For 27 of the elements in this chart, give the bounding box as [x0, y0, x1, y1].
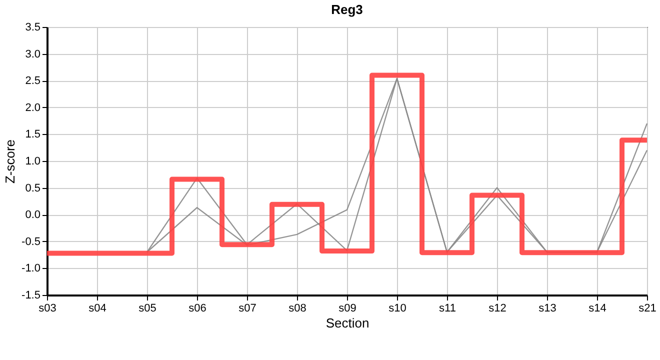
x-tick-label: s08 [288, 302, 306, 314]
x-tick-label: s04 [88, 302, 106, 314]
x-tick-label: s03 [38, 302, 56, 314]
y-axis-title: Z-score [2, 139, 18, 184]
y-tick-label: 2.5 [25, 75, 40, 88]
y-tick-label: 3.5 [25, 22, 40, 34]
x-tick-label: s14 [588, 302, 606, 314]
x-tick-label: s07 [238, 302, 256, 314]
y-tick-label: 3.0 [25, 48, 40, 60]
x-tick-label: s21 [638, 302, 656, 314]
y-tick-label: 1.0 [25, 156, 40, 168]
x-axis-title: Section [326, 316, 370, 330]
x-tick-label: s09 [338, 302, 356, 314]
y-tick-label: 0.0 [25, 209, 40, 222]
y-tick-label: -0.5 [22, 236, 40, 248]
y-tick-label: 2.0 [25, 102, 40, 114]
y-tick-label: -1.5 [22, 290, 40, 302]
y-tick-label: 0.5 [25, 182, 40, 194]
x-tick-label: s12 [488, 302, 506, 314]
x-tick-label: s13 [538, 302, 556, 314]
y-tick-label: 1.5 [25, 128, 40, 141]
x-tick-label: s05 [138, 302, 156, 314]
chart-title: Reg3 [331, 2, 363, 17]
x-tick-label: s11 [439, 302, 456, 314]
y-tick-label: -1.0 [22, 262, 40, 275]
x-tick-label: s10 [388, 302, 406, 314]
x-tick-label: s06 [188, 302, 206, 314]
